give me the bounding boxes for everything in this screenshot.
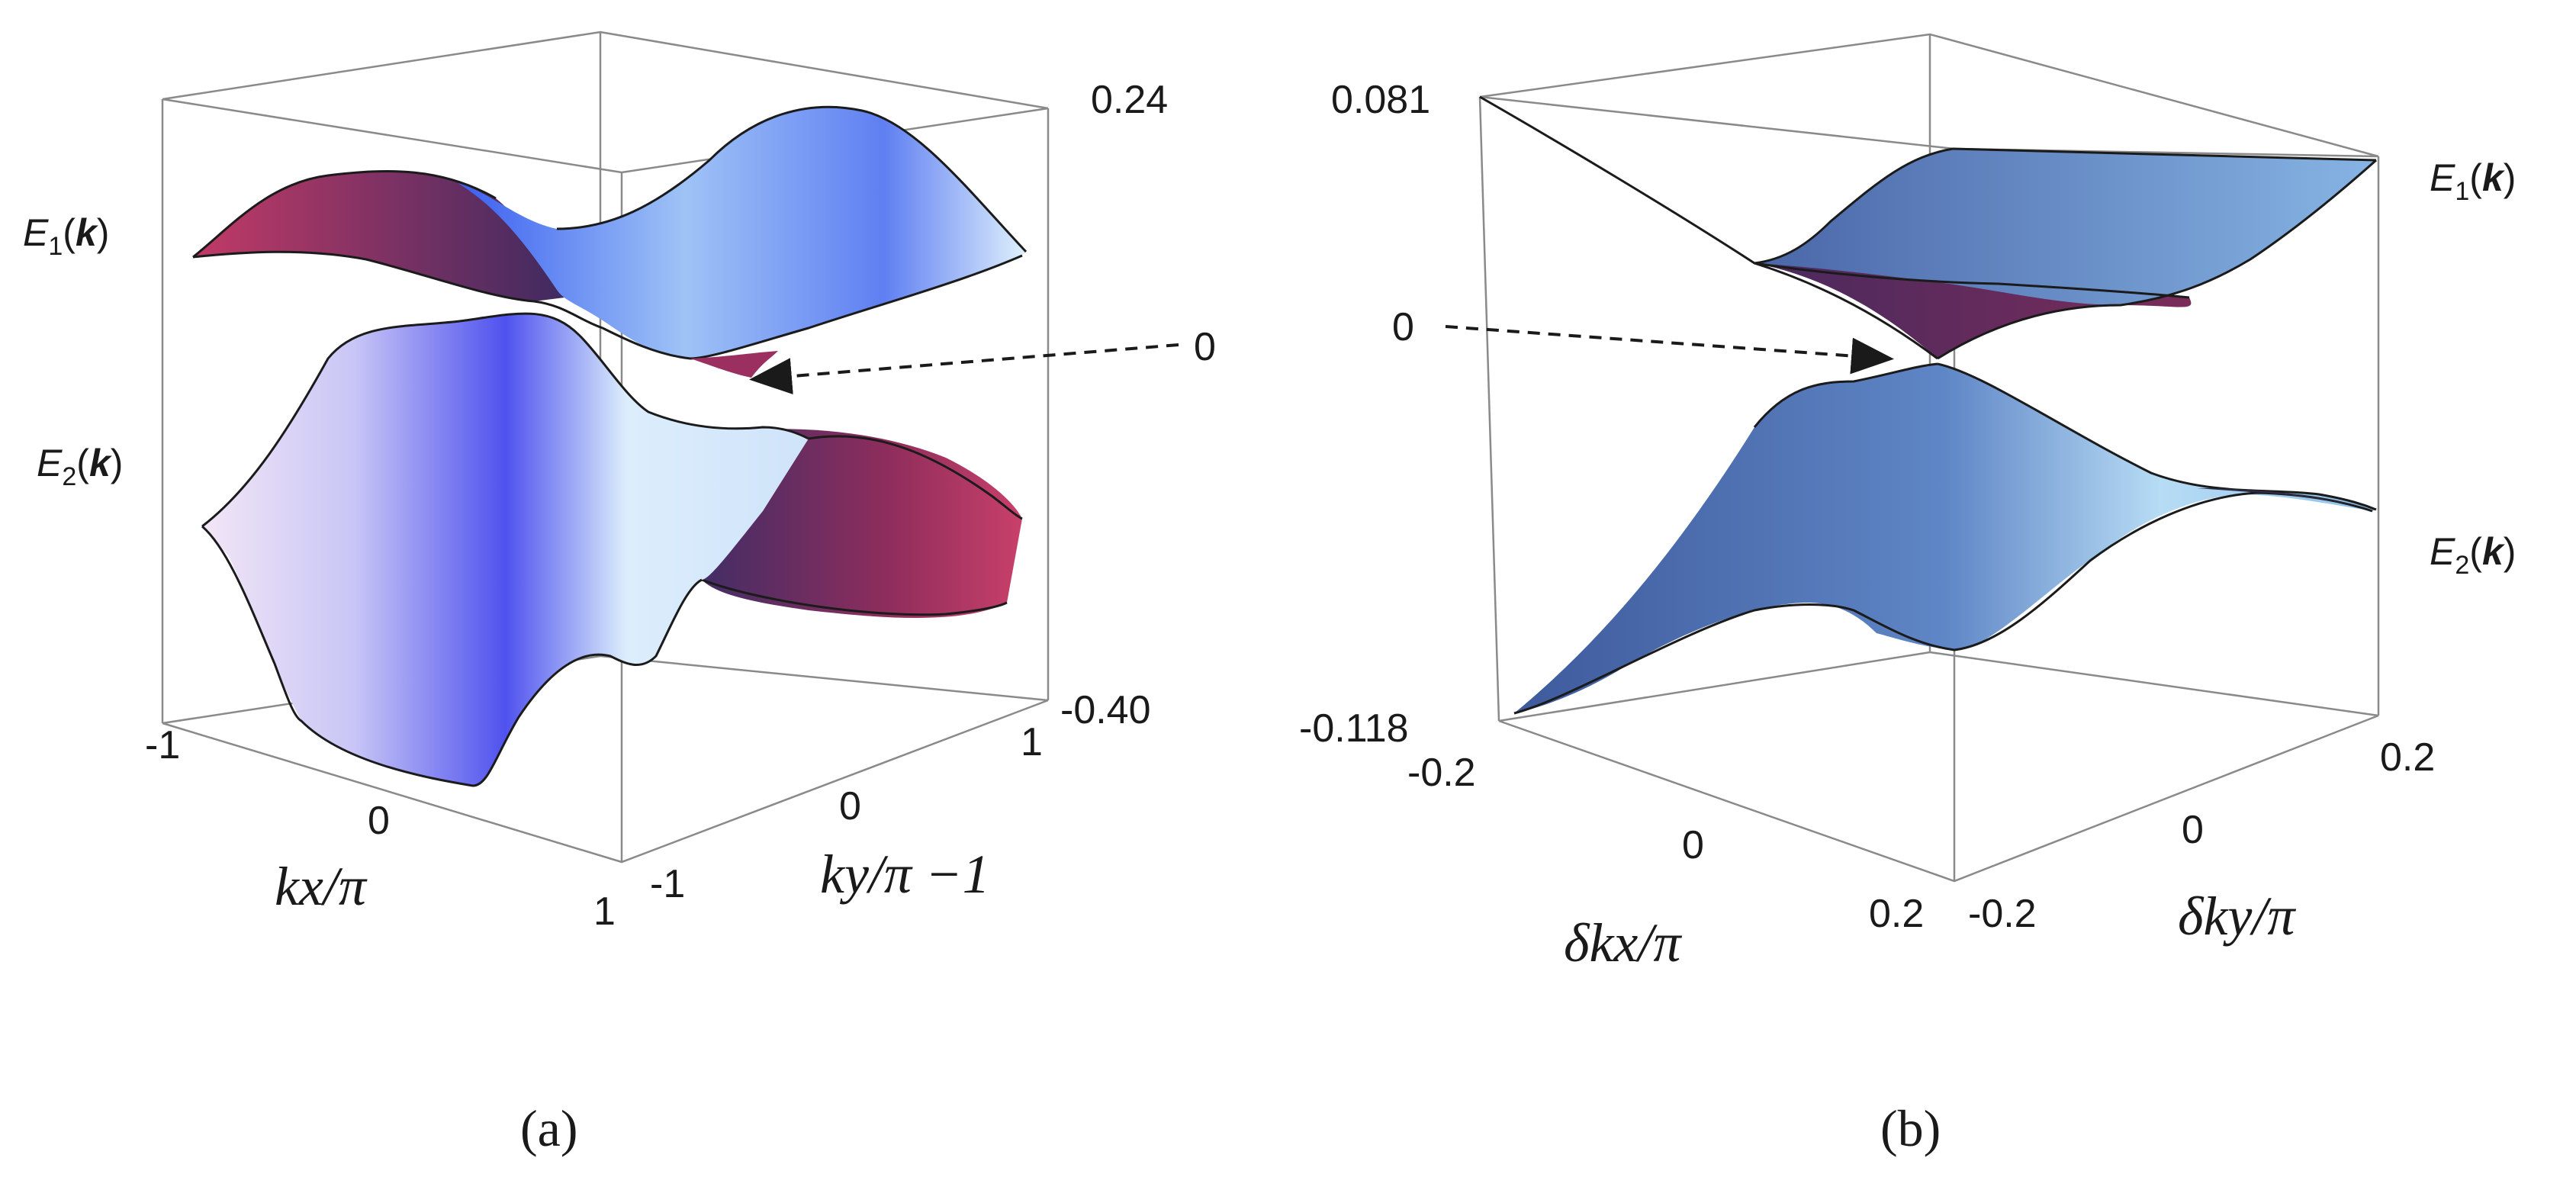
panel-a-e1-label: E1(k): [23, 211, 109, 261]
panel-a-x-tick-min: -1: [145, 723, 180, 767]
panel-b-y-tick-mid: 0: [2182, 808, 2204, 852]
panel-b-box-front: [1498, 714, 2379, 883]
panel-b-zero-arrow: [1445, 325, 1894, 375]
panel-b-zero-label: 0: [1392, 305, 1414, 349]
panel-b-x-tick-min: -0.2: [1407, 751, 1476, 795]
panel-b-y-tick-min: -0.2: [1968, 892, 2037, 936]
panel-a-zero-arrow: [749, 343, 1179, 395]
panel-b-y-axis-label: δky/π: [2178, 886, 2296, 947]
panel-b-e2-label: E2(k): [2430, 530, 2516, 580]
panel-a-lower-band: [201, 312, 1023, 787]
panel-a-y-tick-max: 1: [1021, 720, 1043, 764]
panel-b-caption: (b): [1880, 1099, 1941, 1157]
panel-b-e1-label: E1(k): [2430, 156, 2516, 206]
panel-a-x-axis-label: kx/π: [275, 856, 368, 917]
panel-b-y-tick-max: 0.2: [2380, 735, 2435, 780]
panel-b-lower-band: [1513, 362, 2377, 715]
panel-a-box-front: [162, 699, 1049, 864]
panel-a-e2-label: E2(k): [37, 442, 123, 491]
panel-a-z-tick-bottom: -0.40: [1060, 688, 1151, 732]
panel-a: 0.24 -0.40 -1 0 1 -1 0 1 kx/π ky/π −1 E1…: [23, 31, 1216, 1157]
panel-a-caption: (a): [520, 1099, 577, 1157]
panel-b-x-tick-mid: 0: [1682, 823, 1704, 867]
panel-a-y-axis-label: ky/π −1: [820, 844, 990, 905]
panel-a-x-tick-max: 1: [593, 889, 616, 934]
panel-a-x-tick-mid: 0: [368, 799, 390, 843]
panel-b: 0.081 -0.118 -0.2 0 0.2 -0.2 0 0.2 δkx/π…: [1299, 33, 2516, 1157]
panel-b-x-tick-max: 0.2: [1869, 892, 1924, 936]
panel-a-y-tick-min: -1: [650, 862, 685, 906]
panel-a-y-tick-mid: 0: [839, 784, 861, 828]
panel-b-z-tick-bottom: -0.118: [1299, 706, 1409, 751]
panel-a-zero-label: 0: [1194, 325, 1216, 369]
panel-b-upper-band: [1479, 95, 2377, 360]
panel-b-x-axis-label: δkx/π: [1564, 912, 1682, 973]
panel-a-z-tick-top: 0.24: [1091, 78, 1168, 122]
panel-a-upper-band: [192, 105, 1028, 378]
panel-b-z-tick-top: 0.081: [1331, 78, 1430, 122]
